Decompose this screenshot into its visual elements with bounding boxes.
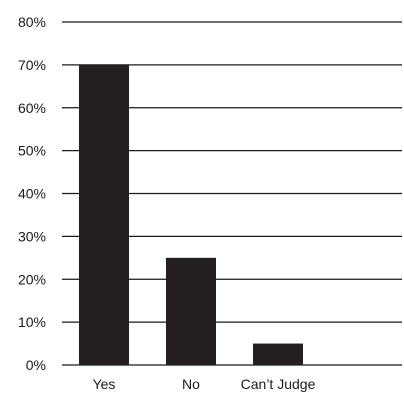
bar-can-t-judge (253, 343, 303, 365)
y-tick-label: 40% (18, 186, 46, 202)
bar-no (166, 257, 216, 365)
y-tick-label: 0% (26, 357, 46, 373)
y-tick-label: 70% (18, 57, 46, 73)
x-axis-tick-labels: Yes No Can’t Judge (93, 376, 316, 392)
y-tick-label: 60% (18, 100, 46, 116)
y-tick-label: 80% (18, 14, 46, 30)
bar-yes (79, 64, 129, 365)
y-tick-label: 30% (18, 228, 46, 244)
y-tick-label: 20% (18, 271, 46, 287)
bars (79, 64, 303, 365)
x-tick-label: Yes (93, 376, 116, 392)
x-tick-label: No (182, 376, 200, 392)
y-tick-label: 10% (18, 314, 46, 330)
y-tick-label: 50% (18, 143, 46, 159)
y-axis-tick-labels: 0% 10% 20% 30% 40% 50% 60% 70% 80% (18, 14, 46, 373)
x-tick-label: Can’t Judge (241, 376, 316, 392)
